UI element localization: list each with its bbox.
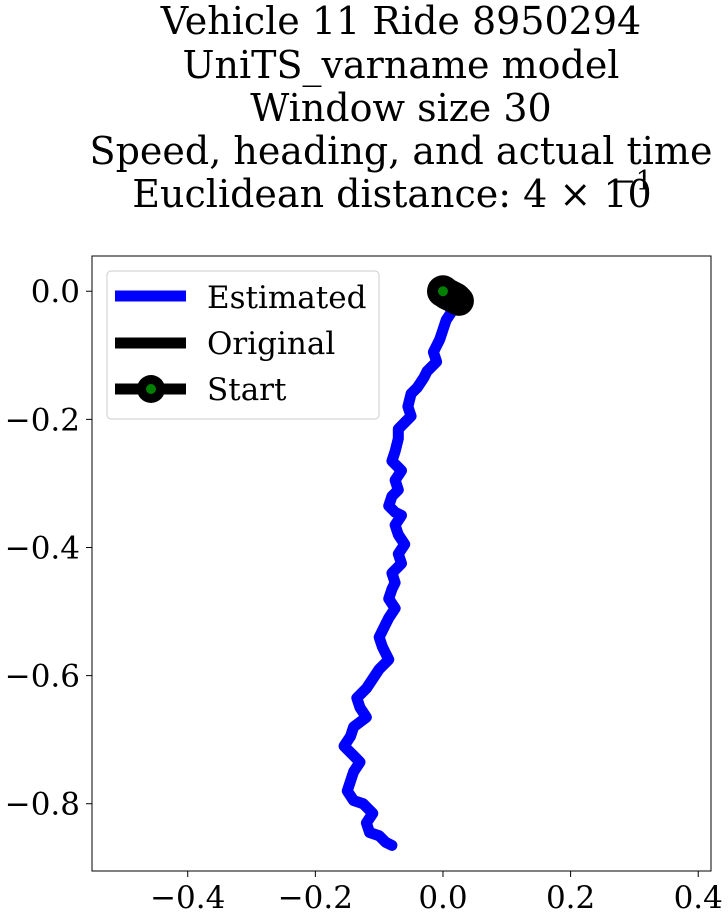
legend-frame <box>106 270 380 420</box>
x-tick-label: −0.4 <box>150 880 225 916</box>
chart-title: Vehicle 11 Ride 8950294 UniTS_varname mo… <box>90 0 713 216</box>
y-tick-label: 0.0 <box>31 274 80 310</box>
x-tick-label: 0.4 <box>674 880 723 916</box>
title-line-4: Speed, heading, and actual time <box>90 129 713 173</box>
title-line-2: UniTS_varname model <box>183 43 620 88</box>
x-tick-label: 0.0 <box>418 880 467 916</box>
x-tick-label: 0.2 <box>546 880 595 916</box>
y-tick-label: −0.4 <box>5 530 80 566</box>
axes: −0.4 −0.2 0.0 0.2 0.4 0.0 −0.2 −0.4 −0.6 −0.8 <box>5 274 723 916</box>
x-tick-label: −0.2 <box>278 880 353 916</box>
title-line-3: Window size 30 <box>250 86 551 130</box>
series-estimated-line <box>338 285 459 851</box>
title-line-1: Vehicle 11 Ride 8950294 <box>160 0 641 43</box>
series-layer <box>338 275 474 851</box>
legend-swatch-start-dot <box>146 384 156 394</box>
title-line-5: Euclidean distance: 4 × 10 <box>132 172 651 216</box>
y-tick-label: −0.2 <box>5 402 80 438</box>
legend: Estimated Original Start <box>106 270 380 420</box>
start-marker-dot <box>437 286 448 297</box>
legend-label-estimated: Estimated <box>207 280 366 316</box>
y-tick-label: −0.8 <box>5 787 80 823</box>
y-tick-label: −0.6 <box>5 659 80 695</box>
legend-label-original: Original <box>207 326 335 362</box>
legend-label-start: Start <box>207 372 287 408</box>
title-exponent: −1 <box>613 166 653 197</box>
